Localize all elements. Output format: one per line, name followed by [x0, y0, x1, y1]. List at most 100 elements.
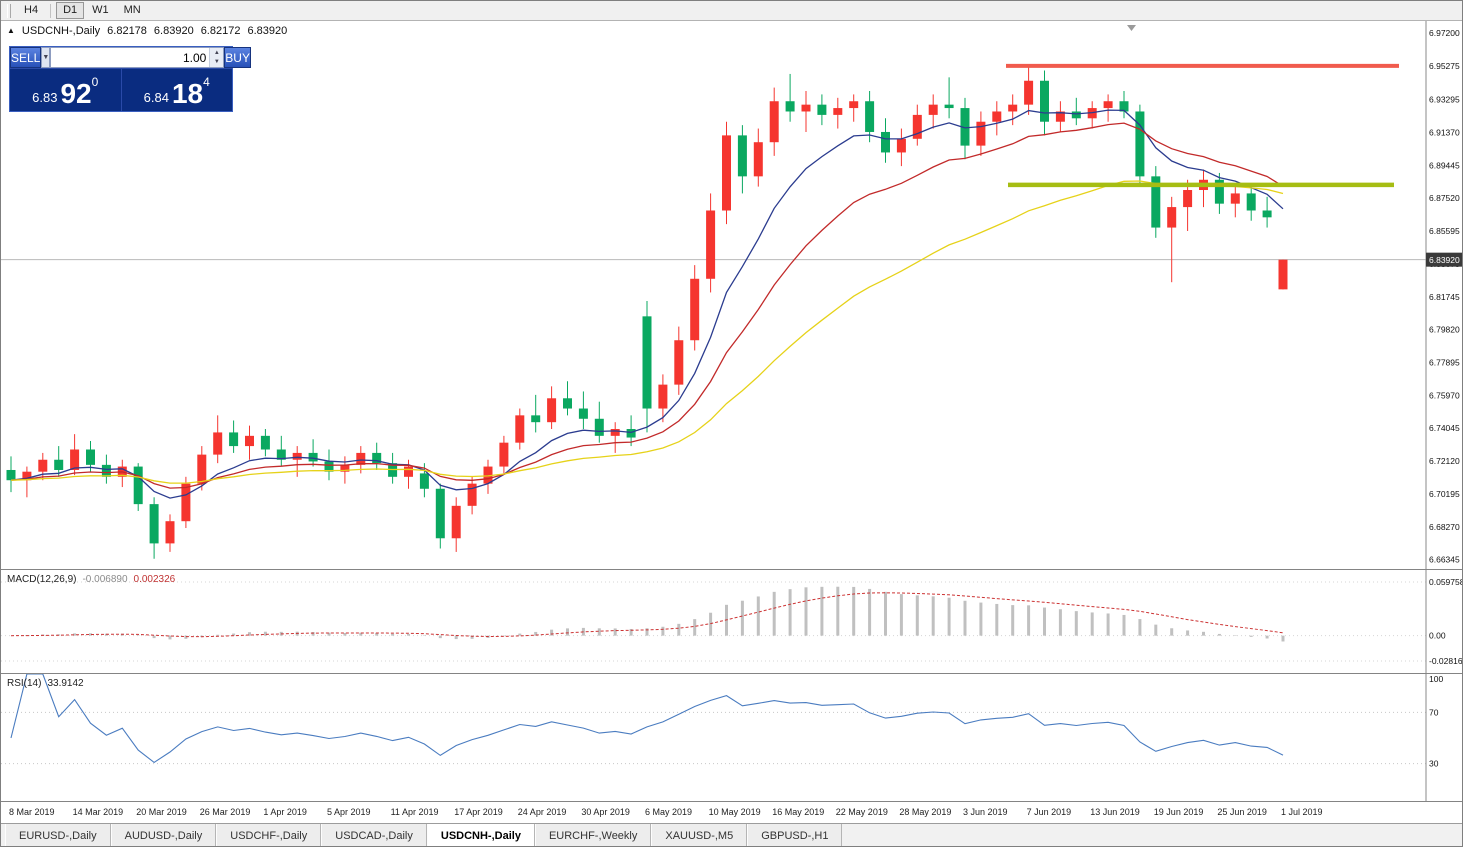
date-label: 11 Apr 2019	[390, 807, 439, 817]
candle-body	[181, 483, 191, 522]
timeframe-w1-button[interactable]: W1	[85, 2, 116, 19]
date-label: 16 May 2019	[772, 807, 825, 817]
date-label: 17 Apr 2019	[454, 807, 503, 817]
volume-increase-button[interactable]: ▲	[210, 48, 224, 58]
candle-body	[165, 521, 175, 544]
price-axis-label: 6.81745	[1429, 292, 1460, 302]
candle-body	[881, 131, 890, 153]
date-label: 19 Jun 2019	[1153, 807, 1204, 817]
candle-body	[706, 210, 716, 279]
rsi-line	[10, 674, 1284, 764]
chart-tab-bar: EURUSD-,Daily AUDUSD-,Daily USDCHF-,Daily U…	[1, 823, 1462, 846]
buy-price-prefix: 6.84	[143, 90, 169, 105]
volume-box: ▲ ▼	[50, 47, 225, 68]
buy-price-big: 18	[171, 78, 204, 110]
trade-controls-row: SELL ▼ ▲ ▼ BUY	[10, 47, 251, 68]
candle-body	[1119, 101, 1129, 112]
rsi-axis-label: 30	[1429, 759, 1439, 769]
candle-body	[86, 449, 95, 465]
price-axis-label: 6.93295	[1429, 95, 1460, 105]
chart-tab-usdchf[interactable]: USDCHF-,Daily	[216, 824, 322, 846]
tick-up-icon: ▲	[7, 26, 15, 35]
candle-body	[1151, 176, 1161, 228]
candle-body	[928, 104, 938, 115]
candle-body	[737, 135, 747, 177]
chart-shift-marker[interactable]	[1127, 25, 1136, 31]
candle-body	[308, 452, 318, 462]
candle-body	[912, 114, 922, 139]
ma-line-mid	[10, 122, 1284, 489]
timeframe-h4-button[interactable]: H4	[17, 2, 45, 19]
price-axis-label: 6.85595	[1429, 226, 1460, 236]
date-label: 14 Mar 2019	[72, 807, 124, 817]
buy-price-display[interactable]: 6.84 18 4	[120, 69, 233, 111]
time-axis[interactable]: 8 Mar 2019 14 Mar 2019 20 Mar 2019 26 Mar 2…	[1, 801, 1462, 823]
rsi-label: RSI(14) 33.9142	[7, 678, 84, 689]
price-chart-canvas[interactable]: 6.97200 6.95275 6.93295 6.91370 6.89445 6.875…	[1, 21, 1462, 569]
candle-body	[531, 415, 541, 423]
candle-body	[260, 435, 270, 450]
chart-tab-usdcnh[interactable]: USDCNH-,Daily	[426, 824, 535, 846]
price-axis-label: 6.95275	[1429, 61, 1460, 71]
date-label: 25 Jun 2019	[1217, 807, 1267, 817]
toolbar-grip[interactable]	[7, 3, 11, 18]
candle-body	[865, 101, 875, 132]
candle-body	[451, 505, 461, 539]
candle-body	[674, 340, 684, 385]
timeframe-mn-button[interactable]: MN	[117, 2, 148, 19]
candle-body	[753, 142, 763, 177]
candle-body	[372, 452, 382, 464]
date-label: 7 Jun 2019	[1026, 807, 1072, 817]
timeframe-toolbar: H4 D1 W1 MN	[1, 1, 1462, 21]
sell-price-display[interactable]: 6.83 92 0	[10, 69, 121, 111]
rsi-value: 33.9142	[47, 678, 84, 689]
candle-body	[404, 466, 413, 477]
sell-price-prefix: 6.83	[32, 90, 58, 105]
chart-tab-xauusd[interactable]: XAUUSD-,M5	[651, 824, 748, 846]
chart-tab-eurchf[interactable]: EURCHF-,Weekly	[534, 824, 652, 846]
candle-body	[38, 459, 48, 472]
volume-decrease-button[interactable]: ▼	[210, 57, 224, 67]
candle-body	[1230, 193, 1240, 204]
macd-signal-line	[10, 592, 1284, 638]
candle-body	[197, 454, 207, 484]
candle-body	[1278, 259, 1288, 290]
price-axis-label: 6.75970	[1429, 390, 1460, 400]
candle-body	[1055, 111, 1065, 122]
candle-body	[149, 504, 159, 544]
rsi-canvas[interactable]: 100 70 30	[1, 674, 1462, 801]
candle-body	[324, 461, 334, 472]
candle-body	[1040, 80, 1049, 122]
volume-input[interactable]	[51, 48, 210, 67]
macd-canvas[interactable]: 0.059758 0.00 -0.02816	[1, 570, 1462, 673]
candle-body	[690, 278, 700, 341]
candle-body	[1008, 104, 1018, 112]
buy-price-sup: 4	[203, 75, 210, 89]
macd-axis-label: -0.02816	[1429, 656, 1462, 666]
timeframe-d1-button[interactable]: D1	[56, 2, 85, 19]
price-axis-label: 6.68270	[1429, 522, 1460, 532]
candle-body	[769, 101, 779, 143]
macd-axis-label: 0.059758	[1429, 577, 1462, 587]
candle-body	[976, 121, 986, 146]
chart-tab-eurusd[interactable]: EURUSD-,Daily	[5, 824, 111, 846]
chart-tab-usdcad[interactable]: USDCAD-,Daily	[321, 824, 427, 846]
spin-up-icon: ▲	[213, 49, 220, 56]
ma-line-fast	[10, 109, 1284, 499]
spin-down-icon: ▼	[213, 59, 220, 66]
price-axis-label: 6.97200	[1429, 28, 1460, 38]
sell-button[interactable]: SELL	[10, 47, 42, 68]
sell-price-big: 92	[60, 78, 92, 110]
date-label: 28 May 2019	[899, 807, 952, 817]
candle-body	[658, 384, 668, 409]
chart-tab-audusd[interactable]: AUDUSD-,Daily	[110, 824, 217, 846]
date-label: 24 Apr 2019	[517, 807, 567, 817]
candle-body	[722, 135, 731, 211]
candle-body	[896, 138, 906, 153]
chart-tab-gbpusd[interactable]: GBPUSD-,H1	[747, 824, 843, 846]
candle-body	[101, 464, 111, 477]
candle-body	[944, 104, 954, 109]
volume-presets-dropdown[interactable]: ▼	[41, 47, 51, 68]
buy-button[interactable]: BUY	[224, 47, 251, 68]
